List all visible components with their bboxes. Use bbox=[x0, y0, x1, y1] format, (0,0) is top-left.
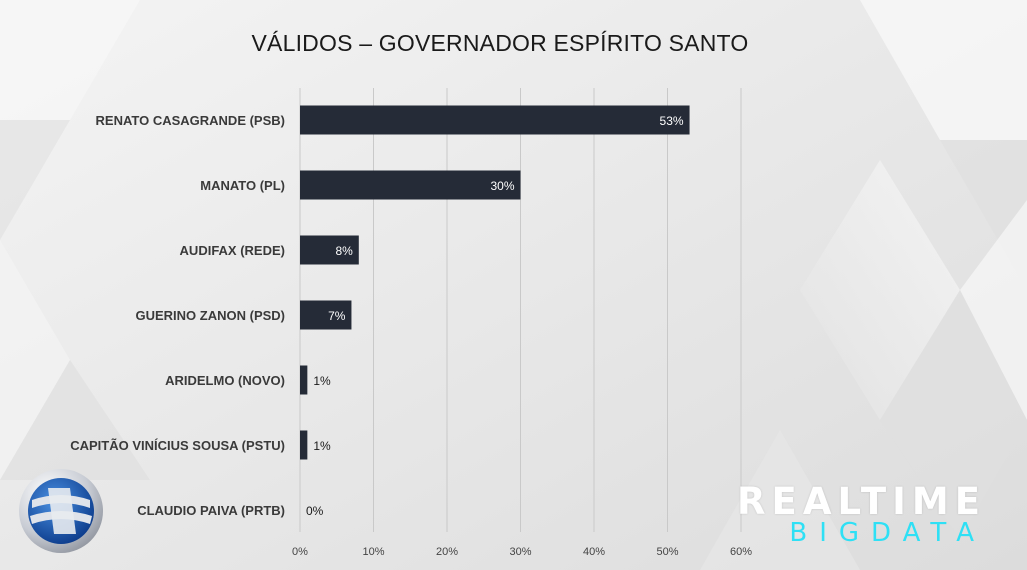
data-label: 1% bbox=[313, 374, 331, 388]
data-label: 7% bbox=[328, 309, 346, 323]
bar bbox=[300, 365, 308, 395]
x-tick-label: 30% bbox=[509, 546, 531, 558]
x-tick-label: 40% bbox=[583, 546, 605, 558]
bar bbox=[300, 105, 690, 135]
realtime-bigdata-logo: REALTIME BIGDATA bbox=[737, 480, 986, 550]
category-label: GUERINO ZANON (PSD) bbox=[136, 308, 286, 323]
chart-title: VÁLIDOS – GOVERNADOR ESPÍRITO SANTO bbox=[251, 30, 749, 56]
bar bbox=[300, 300, 352, 330]
x-tick-label: 20% bbox=[436, 546, 458, 558]
bar bbox=[300, 235, 359, 265]
logo-text-bigdata: BIGDATA bbox=[789, 518, 986, 548]
data-label: 30% bbox=[490, 179, 514, 193]
record-tv-logo bbox=[19, 469, 103, 553]
category-label: CLAUDIO PAIVA (PRTB) bbox=[137, 503, 285, 518]
logo-text-realtime: REALTIME bbox=[737, 480, 986, 523]
bar bbox=[300, 170, 521, 200]
data-label: 0% bbox=[306, 504, 324, 518]
x-tick-label: 60% bbox=[730, 546, 752, 558]
data-label: 8% bbox=[335, 244, 353, 258]
category-label: AUDIFAX (REDE) bbox=[180, 243, 285, 258]
category-label: MANATO (PL) bbox=[200, 178, 285, 193]
bar bbox=[300, 430, 308, 460]
x-tick-label: 50% bbox=[656, 546, 678, 558]
data-label: 1% bbox=[313, 439, 331, 453]
data-label: 53% bbox=[660, 114, 684, 128]
x-tick-label: 0% bbox=[292, 546, 308, 558]
category-label: CAPITÃO VINÍCIUS SOUSA (PSTU) bbox=[70, 438, 285, 453]
category-label: RENATO CASAGRANDE (PSB) bbox=[96, 113, 285, 128]
x-tick-label: 10% bbox=[362, 546, 384, 558]
category-label: ARIDELMO (NOVO) bbox=[165, 373, 285, 388]
